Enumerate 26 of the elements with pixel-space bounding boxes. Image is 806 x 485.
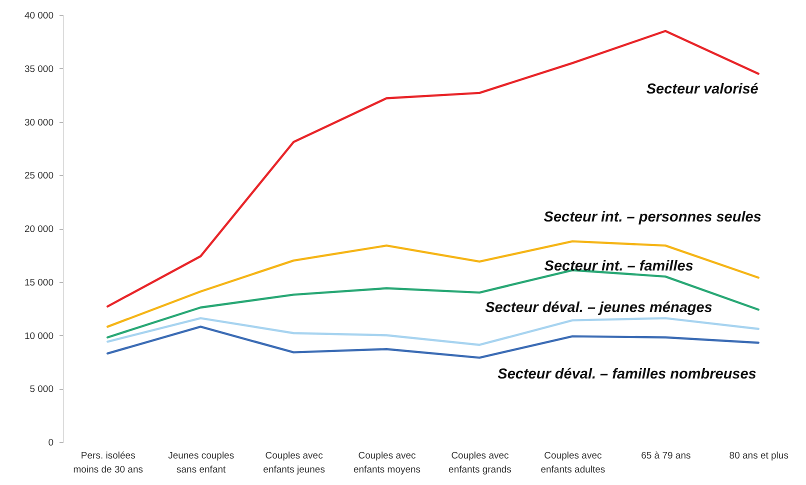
line-series xyxy=(106,317,760,346)
x-tick-label: Couples avec enfants moyens xyxy=(353,450,421,476)
series-label: Secteur int. – personnes seules xyxy=(544,210,762,226)
series-label: Secteur int. – familles xyxy=(544,258,694,275)
y-tick-label: 35 000 xyxy=(24,64,54,75)
y-tick-label: 40 000 xyxy=(24,10,54,22)
y-tick-label: 0 xyxy=(48,438,54,448)
x-tick-label: 65 à 79 ans xyxy=(641,450,691,462)
x-tick-label: Jeunes couples sans enfant xyxy=(168,450,234,476)
y-tick-label: 25 000 xyxy=(24,170,54,182)
series-label: Secteur déval. – familles nombreuses xyxy=(498,366,756,383)
x-tick-label: Pers. isolées moins de 30 ans xyxy=(73,450,144,476)
series-label: Secteur valorisé xyxy=(646,82,758,98)
series-label: Secteur déval. – jeunes ménages xyxy=(485,300,712,316)
x-tick-label: Couples avec enfants jeunes xyxy=(263,450,326,476)
line-series xyxy=(106,269,760,338)
y-tick-label: 5 000 xyxy=(30,384,54,396)
x-tick-label: Couples avec enfants adultes xyxy=(540,450,606,476)
y-tick-label: 15 000 xyxy=(24,277,54,288)
x-tick-label: 80 ans et plus xyxy=(729,450,789,462)
y-tick-label: 30 000 xyxy=(24,117,54,128)
y-tick-label: 10 000 xyxy=(24,330,54,342)
line-series xyxy=(106,240,760,328)
y-tick-label: 20 000 xyxy=(24,224,54,235)
line-series xyxy=(106,326,760,359)
x-tick-label: Couples avec enfants grands xyxy=(448,450,512,476)
